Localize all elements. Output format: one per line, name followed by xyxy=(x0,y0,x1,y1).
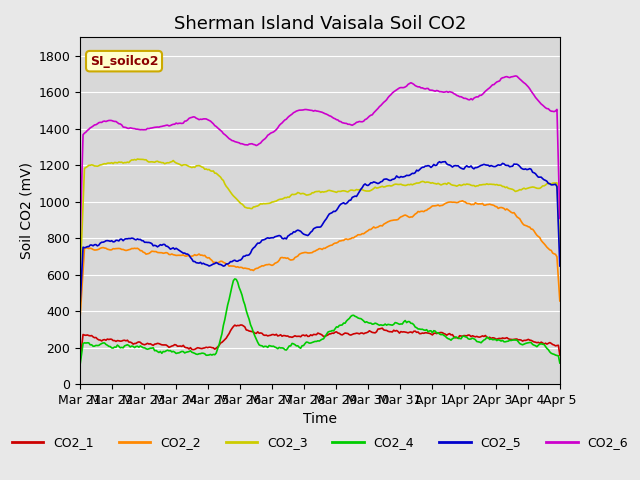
X-axis label: Time: Time xyxy=(303,412,337,426)
Y-axis label: Soil CO2 (mV): Soil CO2 (mV) xyxy=(19,162,33,259)
Text: SI_soilco2: SI_soilco2 xyxy=(90,55,158,68)
Legend: CO2_1, CO2_2, CO2_3, CO2_4, CO2_5, CO2_6: CO2_1, CO2_2, CO2_3, CO2_4, CO2_5, CO2_6 xyxy=(7,431,633,454)
Title: Sherman Island Vaisala Soil CO2: Sherman Island Vaisala Soil CO2 xyxy=(174,15,466,33)
